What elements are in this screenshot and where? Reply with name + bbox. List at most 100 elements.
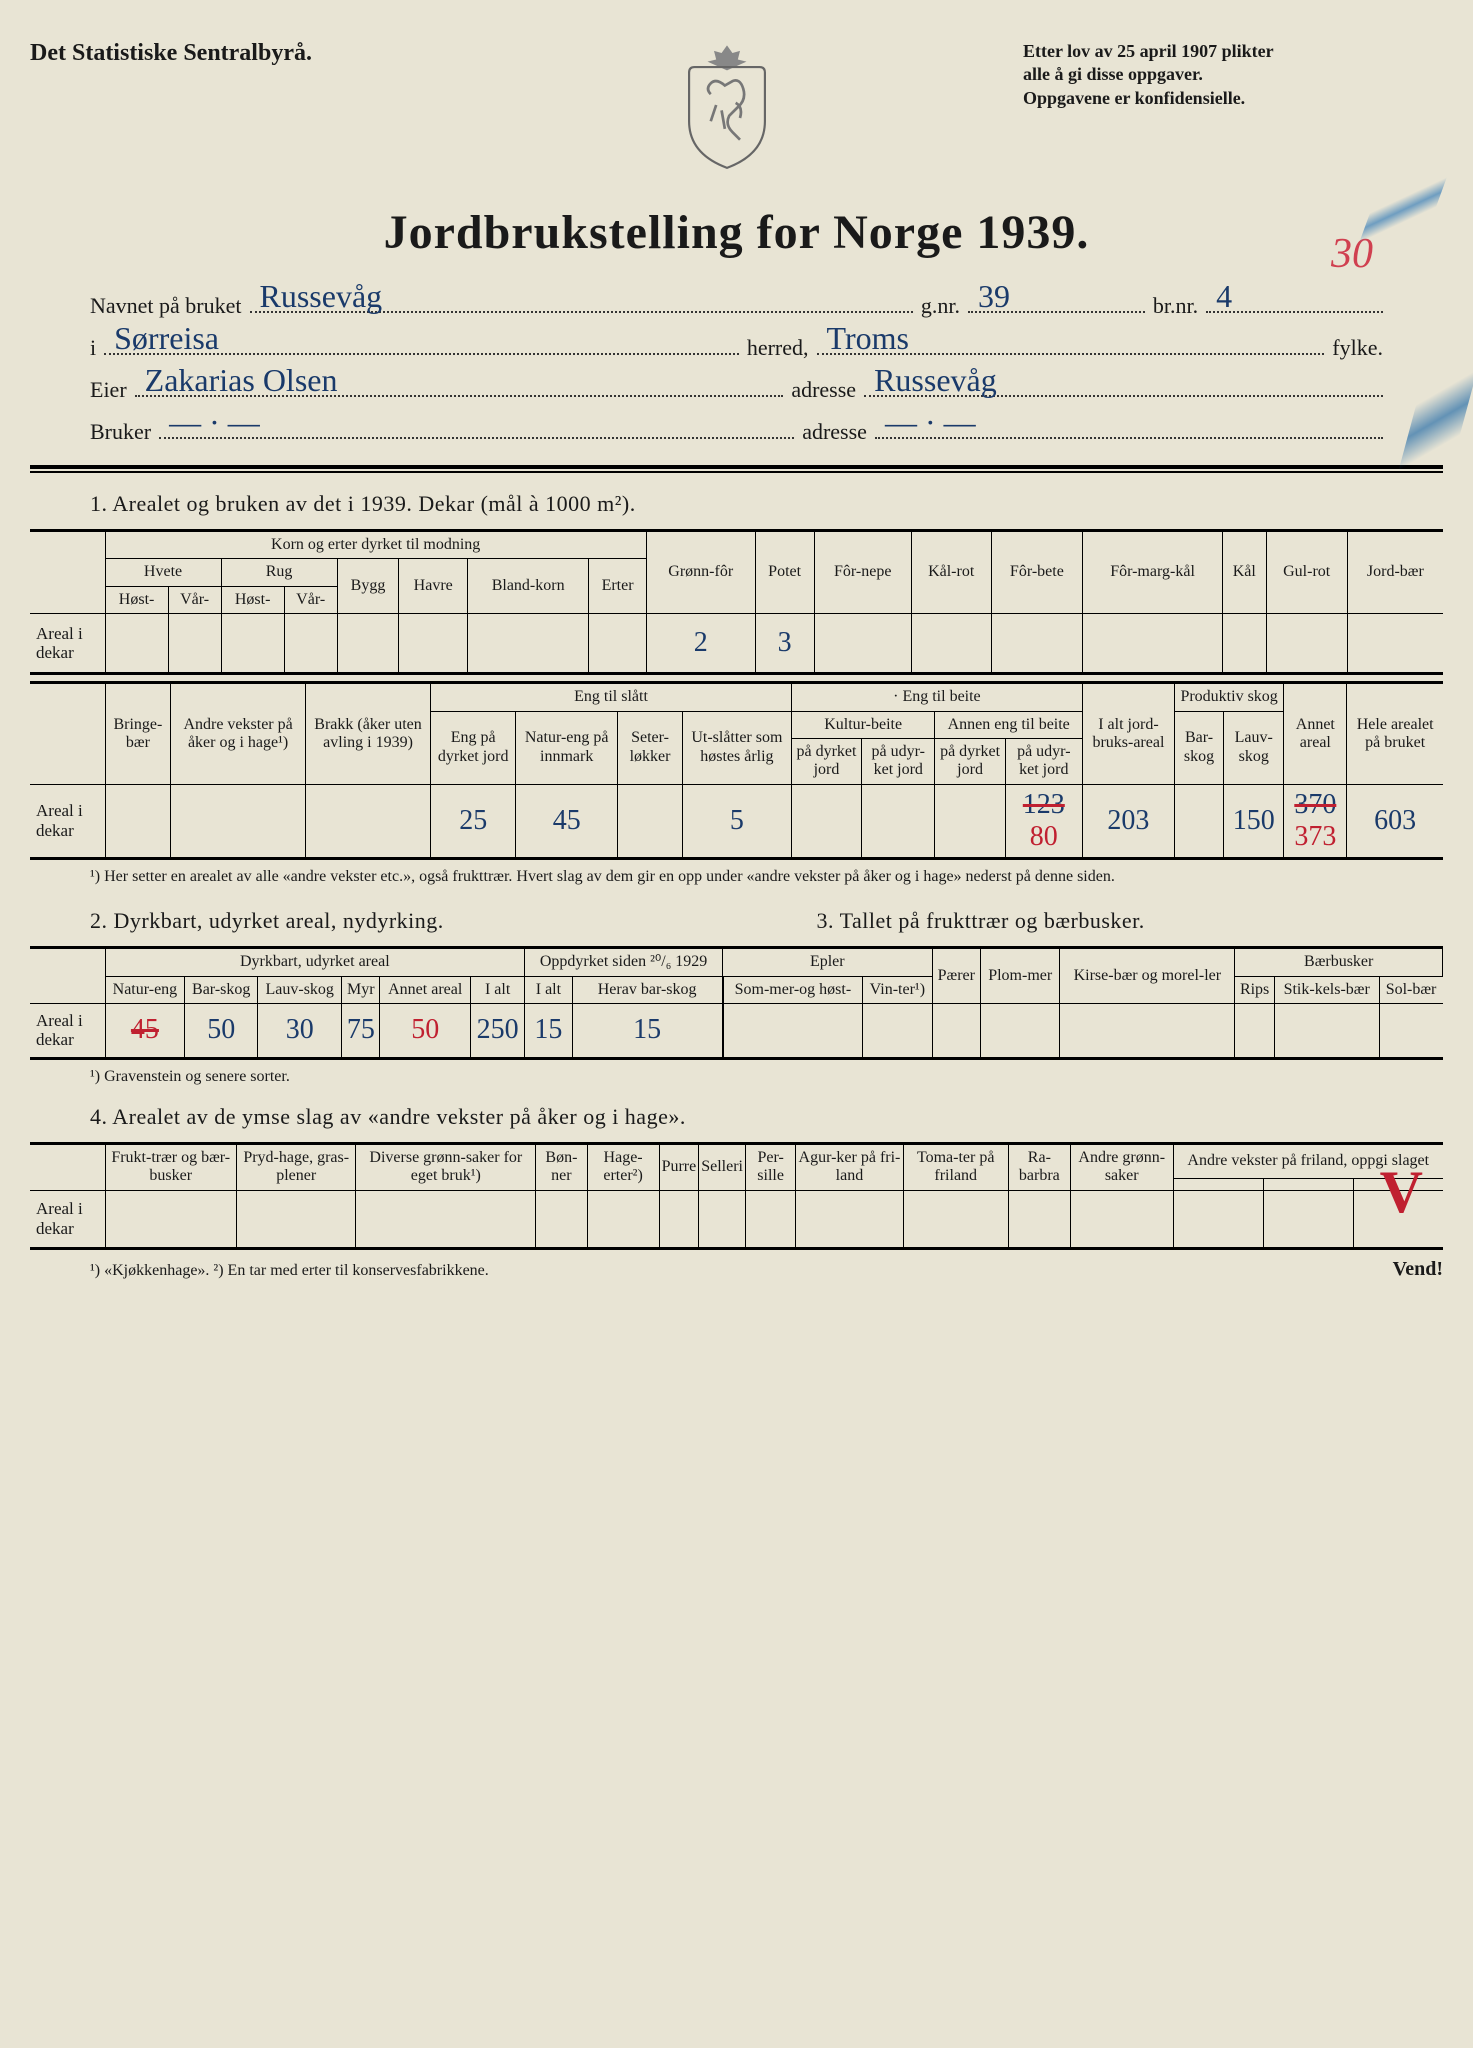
th-var: Vår-	[284, 586, 337, 613]
th-natureng: Natur-eng på innmark	[516, 711, 618, 784]
section-4-title: 4. Arealet av de ymse slag av «andre vek…	[90, 1104, 1443, 1130]
th-host: Høst-	[221, 586, 284, 613]
table-1a: Korn og erter dyrket til modning Grønn-f…	[30, 529, 1443, 675]
val-lauvskog: 150	[1224, 784, 1284, 858]
val-annet-strike: 370	[1294, 789, 1336, 820]
th-tomater: Toma-ter på friland	[903, 1143, 1008, 1190]
bruker-label: Bruker	[90, 419, 151, 445]
vend-label: Vend!	[1393, 1258, 1443, 1281]
footnote-4: ¹) «Kjøkkenhage». ²) En tar med erter ti…	[90, 1262, 489, 1280]
th-prydhage: Pryd-hage, gras-plener	[236, 1143, 356, 1190]
th-myr: Myr	[342, 976, 380, 1003]
val-lauvskog: 30	[258, 1003, 342, 1058]
th-agurker: Agur-ker på fri-land	[796, 1143, 903, 1190]
law-line-2: alle å gi disse oppgaver.	[1023, 63, 1443, 86]
th-hageerter: Hage-erter²)	[587, 1143, 659, 1190]
th-fornepe: Fôr-nepe	[814, 531, 911, 614]
th-purre: Purre	[659, 1143, 699, 1190]
th-erter: Erter	[589, 559, 647, 614]
th-bygg: Bygg	[337, 559, 399, 614]
val-hele: 603	[1347, 784, 1443, 858]
th-annetareal: Annet areal	[1284, 683, 1347, 785]
law-text: Etter lov av 25 april 1907 plikter alle …	[1023, 40, 1443, 110]
th-engbeite: · Eng til beite	[791, 683, 1082, 711]
val-barskog: 50	[185, 1003, 258, 1058]
row-label: Areal i dekar	[30, 1003, 105, 1058]
th-paudyrket: på udyr-ket jord	[862, 738, 935, 784]
gnr-value: 39	[978, 278, 1010, 315]
table-1b: Bringe-bær Andre vekster på åker og i ha…	[30, 681, 1443, 860]
i-label: i	[90, 335, 96, 361]
th-ialt2: I alt	[525, 976, 573, 1003]
th-engpa: Eng på dyrket jord	[431, 711, 516, 784]
th-dyrkbart: Dyrkbart, udyrket areal	[105, 948, 525, 976]
th-blandkorn: Bland-korn	[468, 559, 589, 614]
th-annet: Annet areal	[380, 976, 471, 1003]
main-title: Jordbrukstelling for Norge 1939.	[30, 205, 1443, 260]
th-sommer: Som-mer-og høst-	[723, 976, 863, 1003]
navnet-value: Russevåg	[260, 278, 383, 315]
th-annenbeite: Annen eng til beite	[935, 711, 1082, 738]
th-utslatter: Ut-slåtter som høstes årlig	[682, 711, 791, 784]
bruker-value: — · —	[169, 404, 260, 441]
th-oppdyrket: Oppdyrket siden ²⁰/₆ 1929	[525, 948, 723, 976]
th-host: Høst-	[105, 586, 168, 613]
th-persille: Per-sille	[746, 1143, 796, 1190]
val-gronnfor: 2	[646, 614, 755, 674]
th-ialt: I alt	[471, 976, 525, 1003]
adresse-value: Russevåg	[874, 362, 997, 399]
adresse2-value: — · —	[885, 404, 976, 441]
th-gronnfor: Grønn-fôr	[646, 531, 755, 614]
row-label: Areal i dekar	[30, 1190, 105, 1248]
val-potet: 3	[755, 614, 814, 674]
val-annen-strike: 123	[1023, 789, 1065, 820]
section-1-title: 1. Arealet og bruken av det i 1939. Deka…	[90, 491, 1443, 517]
adresse-label: adresse	[791, 377, 856, 403]
table-4: Frukt-trær og bær-busker Pryd-hage, gras…	[30, 1142, 1443, 1250]
th-prodskog: Produktiv skog	[1174, 683, 1283, 711]
th-kal: Kål	[1222, 531, 1266, 614]
law-line-3: Oppgavene er konfidensielle.	[1023, 87, 1443, 110]
red-checkmark: V	[1380, 1158, 1423, 1227]
th-paudyrket: på udyr-ket jord	[1005, 738, 1082, 784]
th-gulrot: Gul-rot	[1266, 531, 1347, 614]
eier-value: Zakarias Olsen	[145, 362, 338, 399]
th-solbaer: Sol-bær	[1379, 976, 1442, 1003]
th-kirsebaer: Kirse-bær og morel-ler	[1060, 948, 1235, 1004]
th-formargkal: Fôr-marg-kål	[1083, 531, 1223, 614]
val-annet-red: 373	[1294, 821, 1336, 852]
th-rips: Rips	[1235, 976, 1274, 1003]
th-lauvskog: Lauv-skog	[1224, 711, 1284, 784]
org-name: Det Statistiske Sentralbyrå.	[30, 40, 430, 67]
val-ialt-red: 80	[1030, 821, 1058, 852]
th-andregronn: Andre grønn-saker	[1070, 1143, 1173, 1190]
val-opp-ialt: 15	[525, 1003, 573, 1058]
th-natureng: Natur-eng	[105, 976, 185, 1003]
th-ialt: I alt jord-bruks-areal	[1082, 683, 1174, 785]
th-lauvskog: Lauv-skog	[258, 976, 342, 1003]
brnr-label: br.nr.	[1153, 293, 1198, 319]
th-barskog: Bar-skog	[185, 976, 258, 1003]
th-forbete: Fôr-bete	[991, 531, 1083, 614]
section-3-title: 3. Tallet på frukttrær og bærbusker.	[817, 908, 1444, 934]
th-baerbusker: Bærbusker	[1235, 948, 1443, 976]
eier-label: Eier	[90, 377, 127, 403]
val-opp-herav: 15	[572, 1003, 722, 1058]
herred-label: herred,	[747, 335, 809, 361]
th-paerer: Pærer	[932, 948, 981, 1004]
th-padyrket: på dyrket jord	[791, 738, 861, 784]
fylke-label: fylke.	[1332, 335, 1383, 361]
coat-of-arms	[667, 40, 787, 175]
table-2-3: Dyrkbart, udyrket areal Oppdyrket siden …	[30, 946, 1443, 1060]
th-jordbaer: Jord-bær	[1347, 531, 1443, 614]
th-bringebaer: Bringe-bær	[105, 683, 171, 785]
th-rabarbra: Ra-barbra	[1008, 1143, 1070, 1190]
i-value: Sørreisa	[114, 320, 219, 357]
th-selleri: Selleri	[699, 1143, 746, 1190]
th-diverse: Diverse grønn-saker for eget bruk¹)	[356, 1143, 536, 1190]
th-frukt: Frukt-trær og bær-busker	[105, 1143, 236, 1190]
section-2-title: 2. Dyrkbart, udyrket areal, nydyrking.	[90, 908, 717, 934]
th-barskog: Bar-skog	[1174, 711, 1223, 784]
th-seter: Seter-løkker	[618, 711, 683, 784]
th-stikkels: Stik-kels-bær	[1274, 976, 1379, 1003]
